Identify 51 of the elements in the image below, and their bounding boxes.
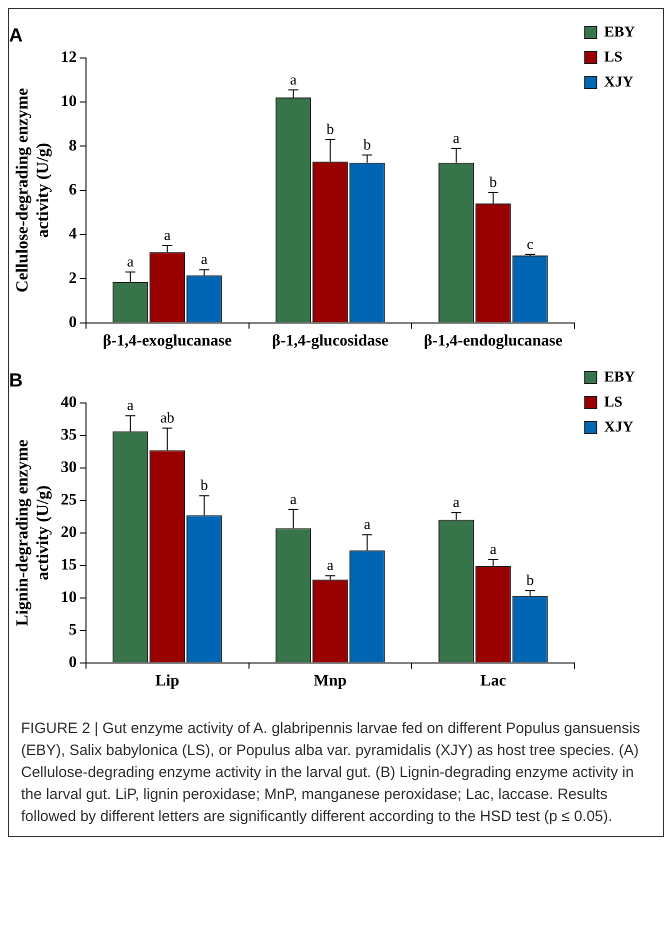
y-tick-label: 10 — [60, 93, 77, 110]
legend-label: EBY — [604, 369, 636, 386]
y-tick-label: 25 — [60, 491, 77, 508]
y-axis-title: Cellulose-degrading enzyme activity (U/g) — [12, 88, 52, 293]
y-tick-label: 35 — [60, 426, 77, 444]
annotation: b — [200, 478, 208, 494]
x-tick-label: Mnp — [314, 672, 347, 690]
caption: FIGURE 2 | Gut enzyme activity of A. glabripennis larvae fed on different Populus gansuensis (EBY), Salix babylonica (LS), or Populus alba var. pyramidalis (XJY) as host tree species. (A) Cellulose-degrading enzyme activity in the larval gut. (B) Lignin-degrading enzyme activity in the larval gut. LiP, lignin peroxidase; MnP, manganese peroxidase; Lac, laccase. Results followed by different letters are significantly different according to the HSD test (p ≤ 0.05). — [9, 694, 663, 836]
y-tick-label: 2 — [68, 270, 77, 287]
annotation: a — [200, 252, 208, 268]
legend-label: EBY — [604, 24, 636, 40]
annotation: a — [290, 72, 297, 88]
y-tick-label: 30 — [60, 458, 77, 476]
annotation: a — [326, 558, 334, 574]
y-tick-label: 0 — [68, 314, 77, 331]
y-tick-label: 20 — [60, 524, 77, 541]
x-tick-label: Lip — [155, 672, 180, 690]
y-tick-label: 10 — [60, 588, 77, 606]
annotation: b — [526, 573, 534, 590]
legend-label: LS — [604, 49, 623, 66]
annotation: a — [164, 228, 171, 244]
chart-title: B — [9, 370, 23, 392]
annotation: a — [490, 542, 497, 558]
x-tick-label: β-1,4-exoglucanase — [102, 332, 232, 350]
annotation: b — [363, 137, 371, 154]
y-tick-label: 12 — [60, 48, 77, 66]
legend-label: XJY — [604, 419, 634, 436]
x-tick-label: Lac — [480, 672, 506, 690]
annotation: b — [326, 122, 334, 138]
y-tick-label: 40 — [60, 394, 77, 411]
y-tick-label: 4 — [68, 226, 77, 243]
annotation: c — [526, 236, 534, 253]
y-tick-label: 5 — [68, 621, 77, 638]
annotation: a — [127, 398, 134, 414]
annotation: a — [452, 130, 460, 147]
y-tick-label: 15 — [60, 556, 77, 574]
y-tick-label: 8 — [68, 137, 77, 154]
annotation: a — [452, 495, 460, 512]
annotation: b — [489, 174, 497, 191]
annotation: ab — [160, 410, 174, 427]
x-tick-label: β-1,4-glucosidase — [272, 332, 388, 350]
y-axis-title: Lignin-degrading enzyme activity (U/g) — [12, 439, 52, 626]
chart-title: A — [9, 26, 23, 47]
annotation: a — [290, 492, 297, 508]
legend-label: LS — [604, 394, 623, 410]
x-tick-label: β-1,4-endoglucanase — [424, 332, 563, 350]
legend-label: XJY — [604, 74, 634, 90]
y-tick-label: 6 — [68, 181, 77, 198]
annotation: a — [127, 254, 134, 270]
annotation: a — [364, 517, 371, 534]
y-tick-label: 0 — [68, 654, 77, 671]
